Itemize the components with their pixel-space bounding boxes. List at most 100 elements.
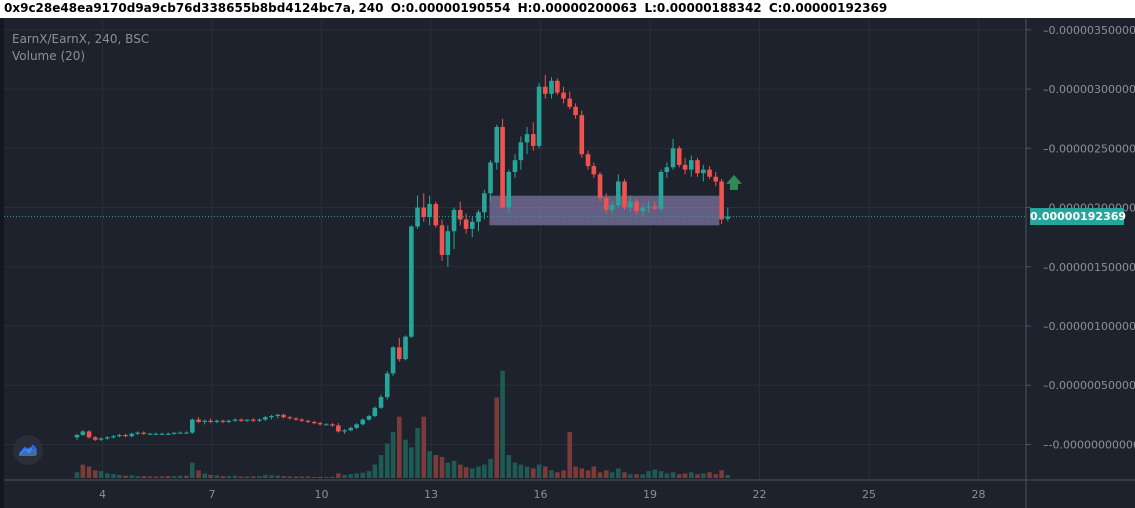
volume-bar <box>390 432 396 478</box>
candle-body <box>664 167 670 172</box>
candle-body <box>342 430 347 432</box>
volume-bar <box>445 462 451 478</box>
candle-body <box>311 421 317 424</box>
candle-body <box>713 176 719 182</box>
candle-body <box>676 148 682 165</box>
volume-legend[interactable]: Volume (20) <box>12 49 86 63</box>
candle-body <box>512 160 518 172</box>
candle-body <box>451 209 457 232</box>
x-tick-label: 28 <box>972 488 986 501</box>
x-tick-label: 4 <box>99 488 106 501</box>
candle-body <box>354 424 359 428</box>
volume-bar <box>293 476 299 478</box>
candle-body <box>129 433 135 437</box>
candle-body <box>597 174 603 199</box>
volume-bar <box>536 464 542 478</box>
candle-body <box>658 172 664 209</box>
volume-bar <box>165 476 171 478</box>
candle-body <box>293 418 299 420</box>
x-tick-label: 7 <box>209 488 216 501</box>
candle-body <box>244 419 250 421</box>
candle-body <box>330 424 335 426</box>
x-tick-label: 19 <box>643 488 657 501</box>
y-tick-label: –0.00000100000 <box>1043 320 1135 333</box>
up-arrow-icon[interactable] <box>726 174 742 190</box>
candle-body <box>159 433 165 435</box>
candle-body <box>482 193 487 213</box>
x-tick-label: 22 <box>753 488 767 501</box>
candle-body <box>506 172 512 208</box>
candle-body <box>567 98 573 107</box>
candle-body <box>323 424 329 426</box>
volume-bar <box>549 470 554 478</box>
candle-body <box>615 181 621 206</box>
candle-body <box>287 417 293 419</box>
candle-body <box>250 419 256 421</box>
close-label: C: <box>768 1 783 15</box>
candle-body <box>171 432 177 434</box>
high-label: H: <box>517 1 533 15</box>
volume-bar <box>184 475 189 478</box>
volume-bar <box>494 397 500 478</box>
candle-body <box>524 134 530 143</box>
candle-body <box>701 169 706 174</box>
x-tick-label: 25 <box>862 488 876 501</box>
volume-bar <box>208 474 213 478</box>
volume-bar <box>518 464 524 478</box>
volume-bar <box>457 464 463 478</box>
volume-bar <box>263 474 268 478</box>
candle-body <box>275 414 281 417</box>
candle-body <box>403 336 408 360</box>
volume-bar <box>147 476 153 478</box>
candle-body <box>299 419 305 421</box>
volume-bar <box>542 466 548 478</box>
candle-body <box>427 203 432 218</box>
volume-bar <box>244 476 250 478</box>
volume-bar <box>688 472 694 478</box>
candle-body <box>220 420 226 422</box>
volume-bar <box>409 447 414 478</box>
tradingview-cloud-icon[interactable] <box>13 435 43 465</box>
volume-bar <box>652 469 658 478</box>
volume-bar <box>378 455 384 478</box>
candle-body <box>634 201 639 212</box>
candles <box>74 74 731 441</box>
candle-body <box>366 416 372 420</box>
candle-body <box>196 419 201 422</box>
interval: 240 <box>358 1 384 15</box>
candle-body <box>603 198 609 210</box>
candle-body <box>86 431 92 438</box>
candle-body <box>214 420 220 422</box>
volume-bar <box>202 473 208 478</box>
open-value: 0.00000190554 <box>405 1 511 15</box>
volume-bar <box>561 470 566 478</box>
candle-body <box>305 420 311 422</box>
volume-bar <box>725 474 731 478</box>
volume-bar <box>287 476 293 478</box>
candle-body <box>488 162 493 194</box>
candle-body <box>238 419 244 421</box>
volume-bar <box>92 470 98 478</box>
y-tick-label: –0.00000350000 <box>1043 24 1135 37</box>
candle-body <box>177 432 183 434</box>
volume-bar <box>439 456 445 478</box>
open-label: O: <box>390 1 406 15</box>
candle-body <box>104 437 110 439</box>
symbol-legend[interactable]: EarnX/EarnX, 240, BSC <box>12 32 150 46</box>
volume-bar <box>80 464 86 478</box>
volume-bar <box>366 471 372 478</box>
candle-body <box>390 347 396 374</box>
volume-bar <box>281 476 286 478</box>
x-tick-label: 10 <box>315 488 329 501</box>
volume-bar <box>238 476 244 478</box>
y-tick-label: –0.00000250000 <box>1043 142 1135 155</box>
volume-bar <box>269 475 274 478</box>
volume-bar <box>603 470 609 478</box>
candle-body <box>555 80 560 93</box>
volume-bar <box>500 370 505 478</box>
volume-bar <box>555 472 560 478</box>
candle-body <box>628 201 633 208</box>
volume-bar <box>190 462 195 478</box>
volume-bar <box>311 476 317 478</box>
